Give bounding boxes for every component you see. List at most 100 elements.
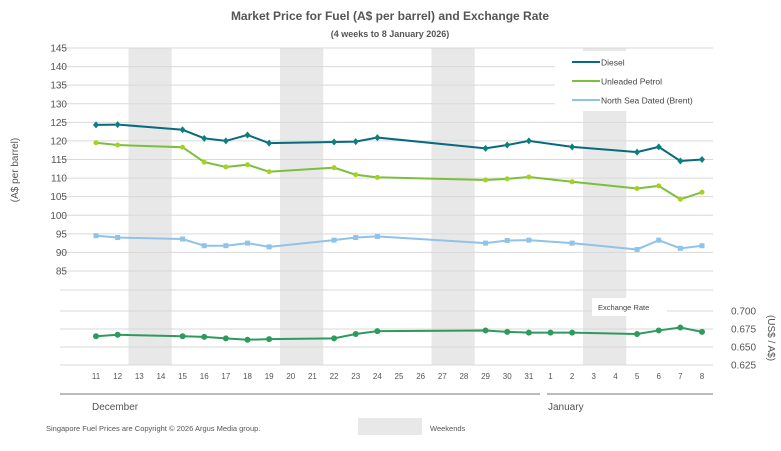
- data-point: [266, 336, 273, 343]
- data-point: [525, 329, 532, 336]
- x-tick-label: 28: [459, 372, 468, 381]
- data-point: [634, 246, 640, 252]
- x-tick-label: 21: [308, 372, 317, 381]
- x-tick-label: 7: [678, 372, 683, 381]
- data-point: [699, 243, 705, 249]
- x-tick-label: 24: [373, 372, 382, 381]
- x-tick-label: 13: [135, 372, 144, 381]
- data-point: [179, 126, 186, 134]
- y2-tick-label: 0.625: [731, 361, 756, 372]
- x-tick-label: 1: [548, 372, 553, 381]
- data-point: [180, 236, 186, 242]
- data-point: [93, 140, 99, 146]
- y-tick-label: 95: [56, 229, 68, 240]
- copyright-text: Singapore Fuel Prices are Copyright © 20…: [46, 424, 260, 433]
- data-point: [374, 328, 381, 335]
- chart-subtitle: (4 weeks to 8 January 2026): [331, 29, 450, 39]
- data-point: [526, 174, 532, 180]
- x-tick-label: 30: [503, 372, 512, 381]
- data-point: [656, 237, 662, 243]
- data-point: [201, 243, 207, 249]
- data-point: [245, 162, 250, 168]
- data-point: [115, 235, 121, 241]
- data-point: [569, 179, 575, 185]
- data-point: [655, 327, 662, 334]
- data-point: [201, 134, 208, 142]
- data-point: [331, 237, 337, 243]
- x-tick-label: 17: [221, 372, 230, 381]
- data-point: [93, 333, 99, 340]
- data-point: [699, 328, 705, 335]
- data-point: [331, 335, 338, 342]
- x-tick-label: 23: [351, 372, 360, 381]
- weekend-band: [279, 48, 324, 365]
- y-tick-label: 130: [50, 99, 67, 110]
- x-tick-label: 5: [635, 372, 640, 381]
- data-point: [504, 328, 511, 335]
- data-point: [504, 141, 511, 149]
- data-point: [115, 142, 121, 148]
- data-point: [179, 333, 186, 340]
- data-point: [244, 336, 251, 343]
- data-point: [569, 240, 575, 246]
- legend-label: North Sea Dated (Brent): [601, 96, 693, 106]
- data-point: [93, 121, 99, 129]
- y-tick-label: 140: [50, 62, 67, 73]
- y2-tick-label: 0.700: [731, 307, 756, 318]
- data-point: [482, 327, 489, 334]
- month-label-january: January: [548, 402, 584, 413]
- y-tick-label: 115: [51, 155, 67, 166]
- data-point: [93, 233, 99, 239]
- data-point: [526, 237, 532, 243]
- x-tick-label: 4: [613, 372, 618, 381]
- x-tick-label: 26: [416, 372, 425, 381]
- legend-label-exchange-rate: Exchange Rate: [598, 303, 649, 312]
- data-point: [223, 164, 229, 170]
- x-tick-label: 27: [438, 372, 447, 381]
- weekend-band: [128, 48, 172, 365]
- data-point: [482, 144, 489, 152]
- legend-label: Unleaded Petrol: [601, 77, 662, 87]
- data-point: [655, 143, 662, 151]
- x-tick-label: 29: [481, 372, 490, 381]
- y-tick-label: 85: [56, 267, 68, 278]
- data-point: [483, 240, 489, 246]
- data-point: [223, 243, 229, 249]
- data-point: [677, 157, 684, 165]
- y-tick-label: 110: [51, 174, 67, 185]
- y-tick-label: 145: [50, 44, 67, 55]
- chart-title: Market Price for Fuel (A$ per barrel) an…: [231, 9, 549, 23]
- data-point: [699, 156, 705, 163]
- data-point: [222, 335, 229, 342]
- data-point: [331, 165, 337, 171]
- exchange-rate-label-box: [592, 298, 667, 316]
- data-point: [374, 134, 381, 142]
- data-point: [331, 138, 338, 146]
- data-point: [374, 233, 380, 239]
- data-point: [483, 177, 489, 183]
- data-point: [656, 183, 662, 189]
- data-point: [634, 331, 641, 338]
- series-line-1: [95, 141, 703, 201]
- x-tick-label: 6: [656, 372, 661, 381]
- data-point: [352, 138, 359, 146]
- data-point: [266, 169, 272, 175]
- data-point: [201, 159, 207, 165]
- data-point: [569, 143, 576, 151]
- data-point: [677, 196, 683, 202]
- y-tick-label: 90: [56, 248, 68, 259]
- data-point: [677, 324, 684, 331]
- data-point: [266, 139, 273, 147]
- data-point: [547, 329, 554, 336]
- weekends-legend-swatch: [358, 418, 422, 435]
- data-point: [525, 137, 532, 145]
- weekends-legend-label: Weekends: [430, 424, 466, 433]
- y-axis-label: (A$ per barrel): [10, 138, 21, 202]
- x-tick-label: 18: [243, 372, 252, 381]
- x-tick-label: 22: [330, 372, 339, 381]
- data-point: [699, 189, 705, 195]
- data-point: [266, 244, 272, 250]
- x-tick-label: 3: [592, 372, 597, 381]
- data-point: [352, 331, 359, 338]
